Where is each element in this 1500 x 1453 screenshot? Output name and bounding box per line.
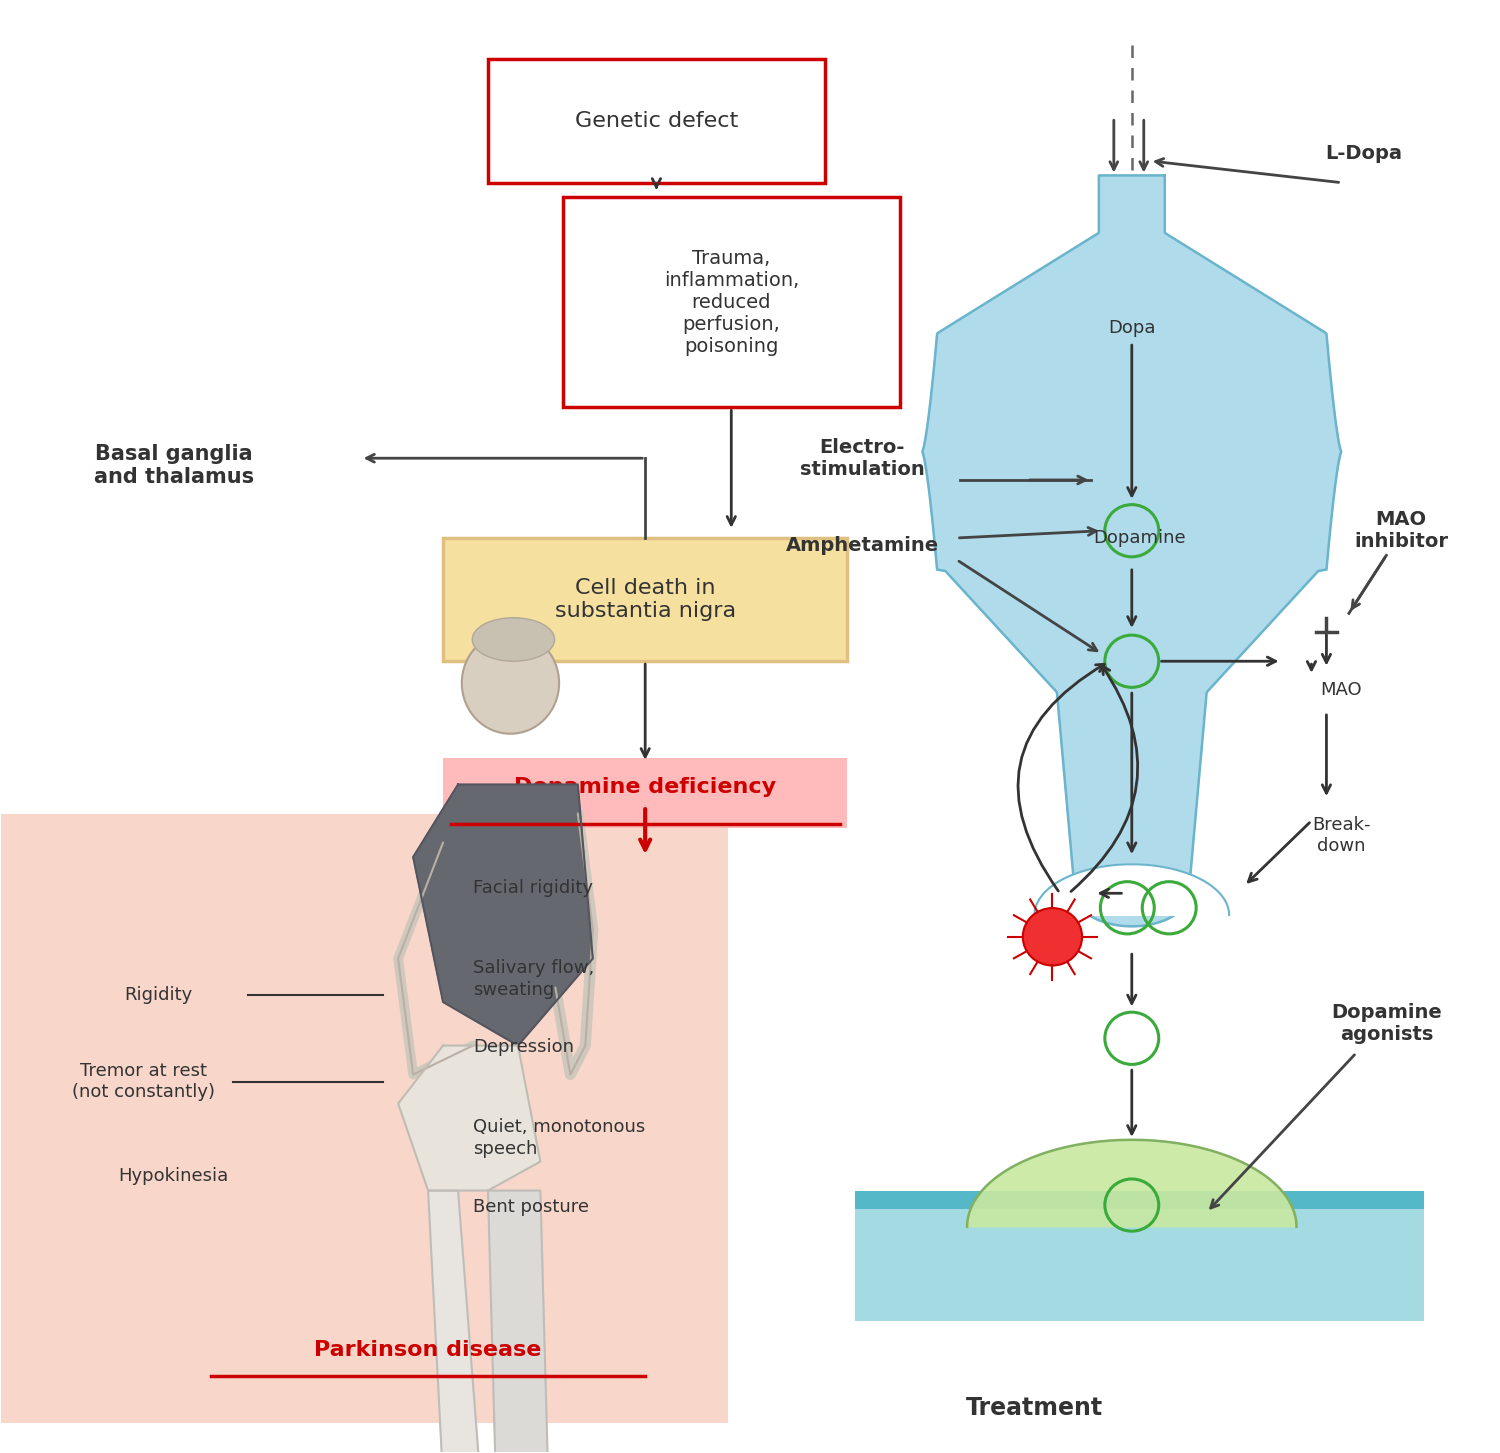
FancyArrowPatch shape (1071, 665, 1137, 892)
Polygon shape (922, 176, 1341, 927)
Text: Electro-
stimulation: Electro- stimulation (800, 437, 924, 478)
Text: Hypokinesia: Hypokinesia (118, 1167, 228, 1186)
Text: Break-
down: Break- down (1312, 817, 1371, 854)
FancyBboxPatch shape (2, 814, 728, 1422)
Text: Dopamine: Dopamine (1094, 529, 1185, 546)
Text: Treatment: Treatment (966, 1396, 1102, 1420)
Text: Trauma,
inflammation,
reduced
perfusion,
poisoning: Trauma, inflammation, reduced perfusion,… (663, 248, 800, 356)
FancyBboxPatch shape (442, 538, 848, 661)
Text: Dopamine
agonists: Dopamine agonists (1330, 1003, 1442, 1045)
Text: Cell death in
substantia nigra: Cell death in substantia nigra (555, 578, 736, 622)
Text: Quiet, monotonous
speech: Quiet, monotonous speech (472, 1117, 645, 1158)
Polygon shape (968, 1139, 1296, 1226)
Text: Basal ganglia
and thalamus: Basal ganglia and thalamus (93, 443, 254, 487)
Ellipse shape (472, 618, 555, 661)
Text: MAO
inhibitor: MAO inhibitor (1354, 510, 1449, 551)
FancyBboxPatch shape (488, 60, 825, 183)
Text: Bent posture: Bent posture (472, 1197, 590, 1216)
Polygon shape (488, 1190, 548, 1453)
Text: Depression: Depression (472, 1039, 574, 1056)
Text: Dopa: Dopa (1108, 318, 1155, 337)
Text: Rigidity: Rigidity (124, 985, 192, 1004)
FancyArrowPatch shape (1019, 664, 1104, 891)
Text: Salivary flow,
sweating: Salivary flow, sweating (472, 959, 594, 998)
Polygon shape (1035, 865, 1228, 915)
Polygon shape (427, 1190, 480, 1453)
Polygon shape (398, 1046, 540, 1190)
Ellipse shape (462, 632, 560, 734)
Text: Amphetamine: Amphetamine (786, 536, 939, 555)
Text: Dopamine deficiency: Dopamine deficiency (514, 777, 777, 798)
FancyBboxPatch shape (855, 1190, 1424, 1209)
Text: Tremor at rest
(not constantly): Tremor at rest (not constantly) (72, 1062, 214, 1101)
FancyBboxPatch shape (855, 1190, 1424, 1321)
Text: L-Dopa: L-Dopa (1326, 144, 1402, 163)
Text: Facial rigidity: Facial rigidity (472, 879, 592, 897)
FancyBboxPatch shape (562, 198, 900, 407)
FancyBboxPatch shape (442, 758, 848, 828)
Polygon shape (413, 785, 592, 1046)
Text: MAO: MAO (1320, 681, 1362, 699)
Circle shape (1023, 908, 1082, 965)
Text: Genetic defect: Genetic defect (574, 110, 738, 131)
Text: Parkinson disease: Parkinson disease (315, 1340, 542, 1360)
